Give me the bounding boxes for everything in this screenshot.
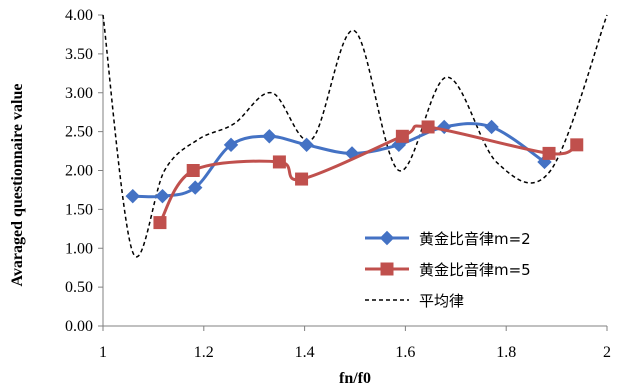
series-layer — [102, 14, 608, 258]
y-tick-label: 2.00 — [65, 163, 93, 180]
y-tick-label: 4.00 — [65, 7, 93, 24]
y-tick-label: 1.50 — [65, 201, 93, 218]
y-tick-label: 3.00 — [65, 85, 93, 102]
series-line-equal-temperament — [102, 14, 608, 258]
data-point-m5 — [570, 138, 584, 152]
x-tick-label: 2 — [603, 344, 611, 361]
x-tick-labels: 1 1.2 1.4 1.6 1.8 2 — [99, 344, 611, 361]
y-axis-title: Avaraged questionnaire value — [9, 84, 26, 287]
data-point-m5 — [153, 216, 167, 230]
legend-marker — [379, 230, 395, 246]
legend-item-m2: 黄金比音律m=2 — [365, 230, 531, 248]
axes — [98, 14, 608, 331]
data-point-m2 — [299, 137, 314, 153]
data-point-m5 — [395, 129, 409, 143]
legend: 黄金比音律m=2 黄金比音律m=5 平均律 — [365, 230, 531, 310]
series-m2 — [125, 119, 552, 204]
series-m5 — [153, 120, 584, 230]
data-point-m2 — [223, 137, 239, 153]
data-point-m2 — [262, 129, 277, 144]
x-tick-label: 1.4 — [295, 344, 315, 361]
x-axis-title: fn/f0 — [339, 370, 371, 387]
x-tick-label: 1 — [99, 344, 107, 361]
data-point-m2 — [437, 119, 452, 135]
data-point-m2 — [155, 188, 170, 204]
y-tick-label: 2.50 — [65, 124, 93, 141]
legend-label: 黄金比音律m=5 — [419, 261, 531, 279]
y-tick-label: 0.50 — [65, 279, 93, 296]
data-point-m5 — [542, 146, 556, 160]
series-equal-temperament — [102, 14, 608, 258]
x-tick-label: 1.8 — [496, 344, 516, 361]
y-tick-labels: 0.00 0.50 1.00 1.50 2.00 2.50 3.00 3.50 4.00 — [65, 7, 93, 335]
legend-item-m5: 黄金比音律m=5 — [365, 261, 531, 279]
data-point-m5 — [421, 120, 435, 134]
y-tick-label: 0.00 — [65, 318, 93, 335]
y-tick-label: 1.00 — [65, 240, 93, 257]
data-point-m5 — [295, 172, 309, 186]
x-tick-label: 1.2 — [194, 344, 214, 361]
legend-item-equal-temperament: 平均律 — [365, 292, 464, 310]
y-tick-label: 3.50 — [65, 46, 93, 63]
x-tick-label: 1.6 — [395, 344, 415, 361]
legend-marker — [380, 262, 394, 276]
legend-label: 平均律 — [419, 292, 464, 310]
data-point-m2 — [188, 180, 203, 195]
data-point-m5 — [186, 164, 200, 177]
data-point-m2 — [125, 188, 140, 204]
series-line-m5 — [158, 124, 578, 224]
data-point-m5 — [272, 155, 286, 169]
data-point-m2 — [484, 119, 499, 135]
legend-label: 黄金比音律m=2 — [419, 230, 531, 248]
